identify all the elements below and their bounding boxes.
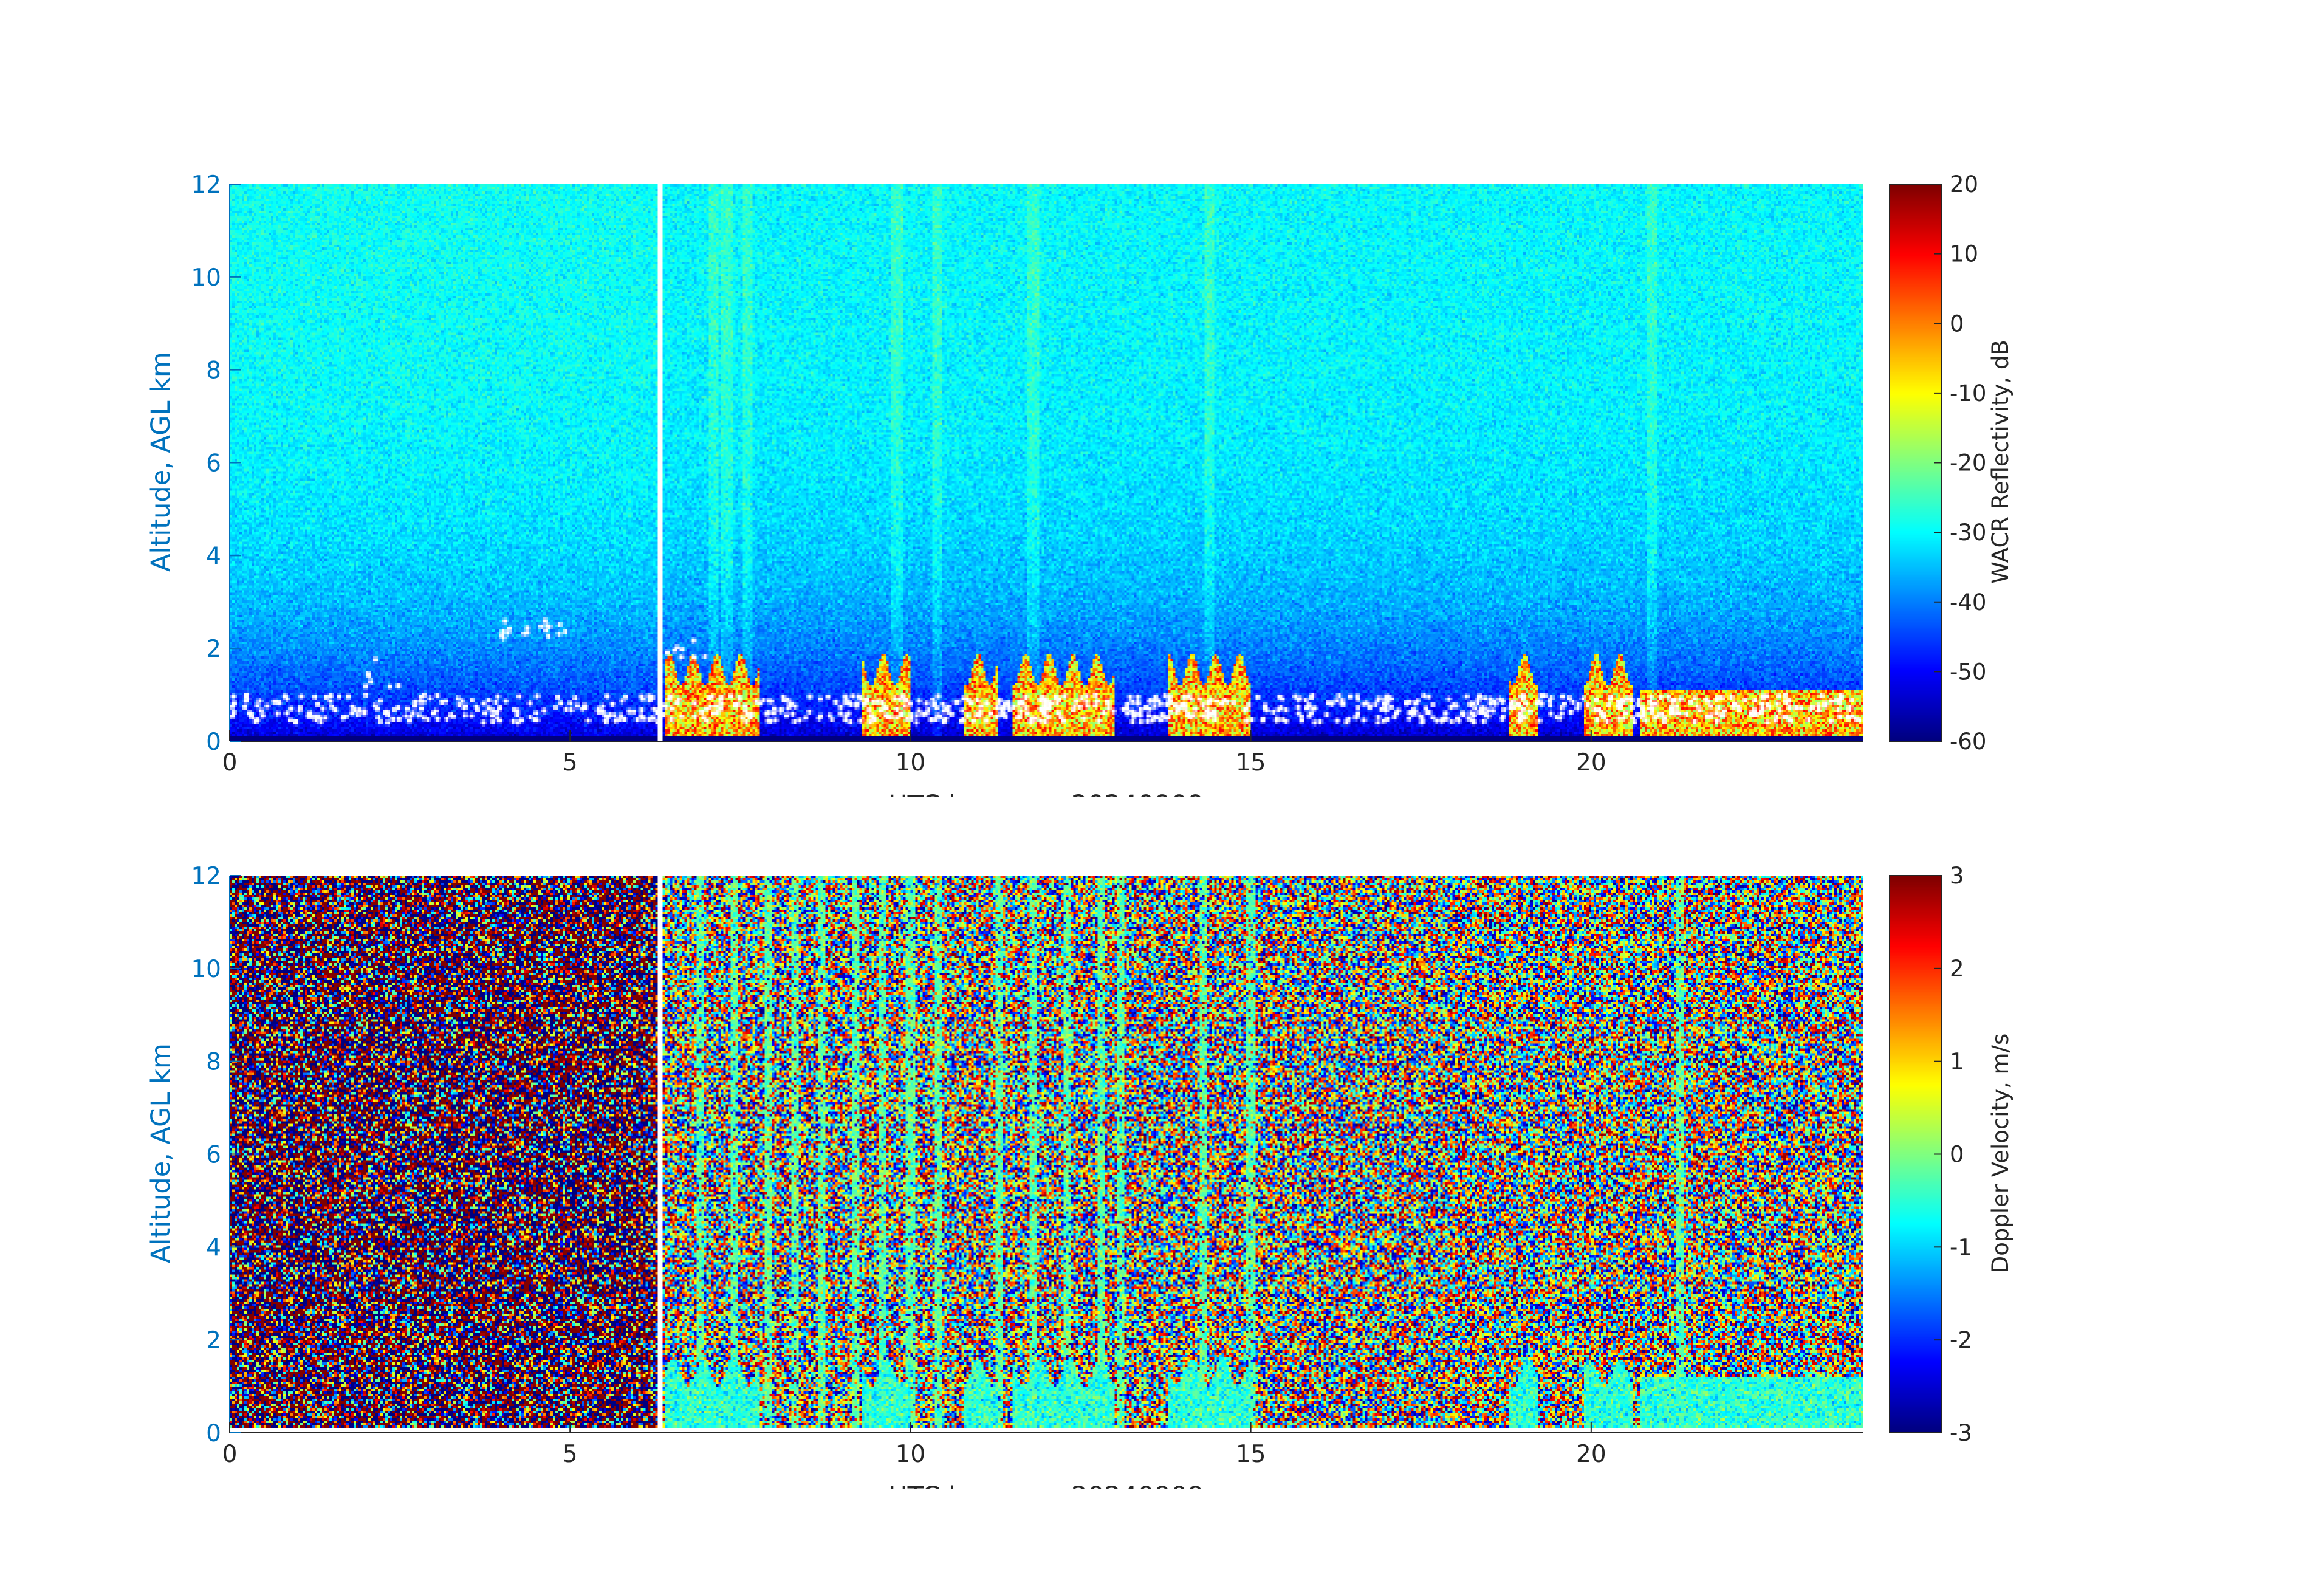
x-tick-label: 15 [1236,1441,1266,1468]
x-tick-label: 15 [1236,749,1266,777]
colorbar-tick-label: 10 [1950,241,1978,267]
colorbar-frame [1889,184,1942,742]
y-tick-label: 10 [191,956,221,983]
colorbar-frame [1889,875,1942,1433]
reflectivity-colorbar [1890,184,1941,741]
y-tick-label: 12 [191,863,221,890]
y-tick-label: 6 [206,450,221,478]
y-tick-label: 0 [206,1420,221,1447]
colorbar-tick-label: -30 [1950,520,1986,546]
colorbar-tick-label: -20 [1950,450,1986,476]
x-axis-label: UTC hours on 20240909 [888,1481,1204,1489]
velocity-heatmap [230,876,1863,1433]
y-tick-label: 0 [206,729,221,756]
y-axis-label: Altitude, AGL km [146,1043,176,1263]
y-tick-label: 12 [191,171,221,199]
colorbar-tick-label: 20 [1950,171,1978,197]
y-tick-label: 8 [206,357,221,385]
colorbar-tick-label: -2 [1950,1327,1972,1353]
colorbar-tick-label: 0 [1950,1142,1964,1168]
x-tick-label: 5 [563,1441,578,1468]
colorbar-tick-label: 1 [1950,1049,1964,1075]
x-tick-label: 0 [222,749,238,777]
reflectivity-heatmap [230,184,1863,741]
x-axis-label: UTC hours on 20240909 [888,790,1204,797]
velocity-colorbar [1890,876,1941,1433]
y-tick-label: 10 [191,264,221,292]
y-tick-label: 2 [206,636,221,663]
x-tick-label: 10 [896,749,926,777]
colorbar-label: Doppler Velocity, m/s [1987,1034,2014,1274]
colorbar-tick-label: -40 [1950,589,1986,616]
y-tick-label: 4 [206,543,221,570]
y-tick-label: 4 [206,1234,221,1261]
x-tick-label: 0 [222,1441,238,1468]
colorbar-tick-label: -50 [1950,659,1986,685]
x-tick-label: 10 [896,1441,926,1468]
y-axis-label: Altitude, AGL km [146,352,176,572]
colorbar-tick-label: 2 [1950,956,1964,982]
reflectivity-axes: 0 5 10 15 20 0 2 4 6 8 10 12 -60 -50 -40 -30 -20 -10 0 10 20… [146,171,2014,797]
x-tick-label: 20 [1576,1441,1606,1468]
colorbar-tick-label: 3 [1950,863,1964,889]
colorbar-tick-label: -1 [1950,1234,1972,1260]
colorbar-tick-label: -60 [1950,729,1986,755]
colorbar-tick-label: -10 [1950,380,1986,406]
y-tick-label: 8 [206,1049,221,1076]
reflectivity-panel: 0 5 10 15 20 0 2 4 6 8 10 12 -60 -50 -40 -30 -20 -10 0 10 20… [0,0,2324,797]
x-tick-label: 5 [563,749,578,777]
x-tick-label: 20 [1576,749,1606,777]
colorbar-tick-label: -3 [1950,1420,1972,1446]
y-tick-label: 6 [206,1142,221,1169]
colorbar-label: WACR Reflectivity, dB [1987,340,2014,584]
y-tick-label: 2 [206,1327,221,1354]
colorbar-tick-label: 0 [1950,310,1964,337]
